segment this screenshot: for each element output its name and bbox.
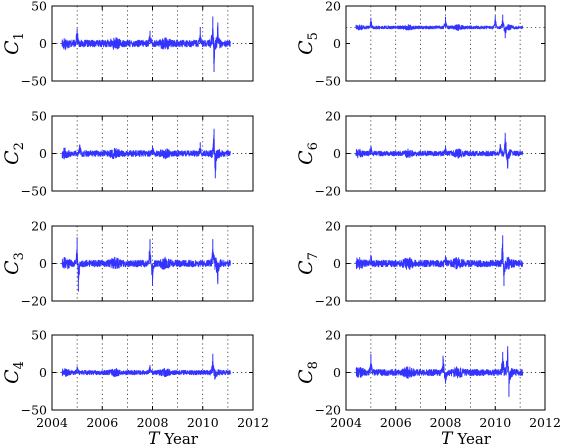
y-tick-label: −20 [21,294,47,309]
y-axis-label-var: C [1,369,23,384]
series-line [355,349,524,385]
y-tick-label: 0 [39,146,47,161]
y-axis-label: C7 [295,252,321,275]
y-axis-label-subscript: 2 [12,142,27,150]
panel-c3: 20 0 −20 C3 [1,219,254,309]
series-line [355,243,524,277]
series-line [355,19,524,34]
panel-c6: 20 0 −20 C6 [295,109,546,199]
y-axis-label: C8 [295,361,321,384]
y-tick-label: 50 [31,0,47,14]
y-tick-label: 0 [39,256,47,271]
y-axis-label-subscript: 8 [306,361,321,369]
y-axis-label-subscript: 3 [12,252,27,260]
series-line [61,360,231,380]
x-tick-label: 2012 [237,415,269,430]
y-axis-label-subscript: 7 [306,252,321,260]
y-axis-label: C4 [1,361,27,384]
panel-c7: 20 0 −20 C7 [295,219,546,309]
y-tick-label: −20 [315,403,341,418]
y-axis-label: C5 [295,32,321,55]
y-tick-label: −20 [315,184,341,199]
panel-c2: 50 0 −50 C2 [1,109,254,199]
y-tick-label: 50 [31,328,47,343]
y-axis-label-subscript: 4 [12,361,27,369]
y-tick-label: 50 [31,109,47,124]
y-tick-label: 20 [325,219,341,234]
y-tick-label: −50 [315,74,341,89]
series-line [355,138,524,169]
y-axis-label-var: C [295,150,317,165]
y-tick-label: 20 [31,219,47,234]
y-tick-label: 0 [333,256,341,271]
y-axis-label-subscript: 1 [12,32,27,40]
x-tick-label: 2012 [529,415,561,430]
y-axis-label-var: C [295,40,317,55]
y-axis-label-var: C [1,260,23,275]
series-line [61,134,231,172]
y-axis-label-var: C [1,150,23,165]
y-tick-label: 0 [333,36,341,51]
x-tick-label: 2010 [187,415,219,430]
y-axis-label: C1 [1,32,27,55]
y-axis-label-subscript: 6 [306,142,321,150]
panel-c8: 2004 2006 2008 2010 2012 20 0 −20 C8 [295,328,561,431]
y-tick-label: 0 [333,365,341,380]
x-tick-label: 2006 [380,415,412,430]
y-axis-label: C2 [1,142,27,165]
x-tick-label: 2004 [330,415,362,430]
x-tick-label: 2006 [86,415,118,430]
y-tick-label: −20 [315,294,341,309]
y-tick-label: 0 [39,36,47,51]
y-tick-label: −50 [21,403,47,418]
y-axis-label-subscript: 5 [306,32,321,40]
panel-c1: 50 0 −50 C1 [1,0,254,89]
y-tick-label: 20 [325,0,341,14]
x-tick-label: 2004 [36,415,68,430]
x-tick-label: 2008 [430,415,462,430]
series-line [61,26,231,65]
x-axis-label-left: T Year [148,429,199,447]
panel-c5: 20 0 −50 C5 [295,0,546,89]
y-axis-label: C6 [295,142,321,165]
y-tick-label: 20 [325,109,341,124]
y-tick-label: −50 [21,74,47,89]
y-tick-label: 0 [333,146,341,161]
x-tick-label: 2008 [137,415,169,430]
y-tick-label: 20 [325,328,341,343]
y-axis-label: C3 [1,252,27,275]
y-tick-label: 0 [39,365,47,380]
series-line [61,242,231,282]
y-axis-label-var: C [295,369,317,384]
y-tick-label: −50 [21,184,47,199]
x-tick-label: 2010 [479,415,511,430]
x-axis-label-right: T Year [441,429,492,447]
panel-c4: 2004 2006 2008 2010 2012 50 0 −50 C4 [1,328,269,431]
y-axis-label-var: C [295,260,317,275]
y-axis-label-var: C [1,40,23,55]
